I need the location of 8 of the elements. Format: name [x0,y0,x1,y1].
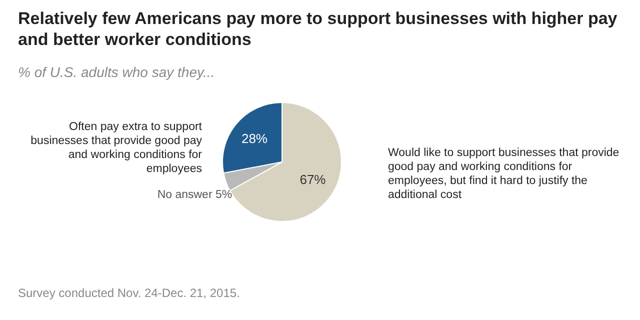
chart-title: Relatively few Americans pay more to support businesses with higher pay and better worker conditions [18,8,618,50]
text: Survey conducted Nov. 24-Dec. 21, 2015. [18,286,240,300]
data-label: 28% [241,130,268,146]
slice-label: No answer 5% [157,188,232,202]
slice-label: Often pay extra to support businesses that provide good pay and working conditions for employees [30,120,202,176]
chart-subtitle: % of U.S. adults who say they... [18,64,215,80]
data-label: 67% [300,172,326,187]
slice-label: Would like to support businesses that provide good pay and working conditions for employees, but find it hard to justify the additional cost [388,146,620,202]
